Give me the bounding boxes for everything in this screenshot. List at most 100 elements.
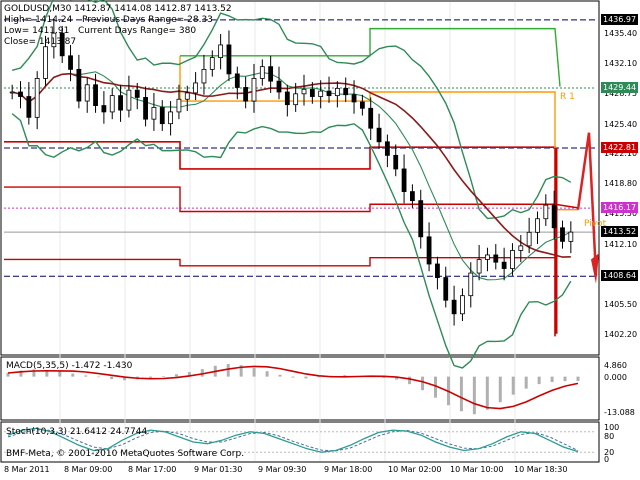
time-tick: 9 Mar 01:30: [194, 465, 243, 474]
candle-body: [376, 127, 382, 143]
candle-body: [209, 57, 215, 70]
candle-body: [59, 32, 65, 57]
price-tag: 1416.17: [601, 202, 639, 214]
price-tag: 1413.52: [601, 226, 639, 238]
candle-body: [234, 73, 240, 88]
price-tag: 1436.97: [601, 13, 639, 25]
candle-body: [460, 295, 465, 315]
time-tick: 10 Mar 18:30: [514, 465, 568, 474]
candles-layer: [9, 18, 574, 326]
candle-body: [435, 263, 440, 278]
candle-body: [443, 277, 449, 301]
stoch-label: Stoch(10,3,3) 21.6412 24.7744: [6, 427, 148, 437]
high-info: High= 1414.24: [4, 15, 73, 25]
time-tick: 10 Mar 10:00: [450, 465, 504, 474]
moving-average: [11, 72, 571, 258]
price-tag: 1408.64: [601, 270, 639, 282]
price-tick: 1412.10: [604, 239, 638, 249]
candle-body: [43, 46, 48, 79]
candle-body: [543, 204, 549, 220]
time-tick: 8 Mar 17:00: [128, 465, 177, 474]
forecast-arrow: [576, 132, 599, 284]
candle-body: [568, 231, 574, 242]
cur-range-info: Current Days Range= 380: [78, 26, 197, 36]
price-tick: 1405.50: [604, 299, 638, 309]
candle-body: [368, 107, 374, 129]
bollinger-middle: [12, 71, 572, 281]
macd-indicator: [6, 363, 580, 415]
time-tick: 9 Mar 09:30: [258, 465, 307, 474]
price-tick: 1425.40: [604, 119, 638, 129]
candle-body: [309, 88, 315, 97]
bollinger-lower: [11, 113, 572, 369]
time-tick: 9 Mar 18:00: [324, 465, 373, 474]
price-tag: 1422.81: [601, 142, 639, 154]
stoch-tick-20: 20: [604, 448, 615, 457]
symbol-info: GOLDUSD,M30 1412.87 1414.08 1412.87 1413…: [4, 4, 232, 14]
green-step: [180, 27, 561, 87]
close-info: Close= 1413.87: [4, 37, 77, 47]
candle-body: [293, 93, 299, 106]
stoch-signal-line: [7, 429, 579, 452]
candle-body: [259, 66, 265, 79]
pivot-label: Pivot: [584, 219, 607, 229]
price-tick: 1432.10: [604, 58, 638, 68]
candle-body: [143, 97, 148, 120]
time-tick: 10 Mar 02:00: [388, 465, 442, 474]
candle-body: [426, 236, 432, 265]
macd-tick-bottom: -13.088: [604, 408, 635, 417]
candle-body: [359, 101, 365, 109]
candle-body: [468, 272, 474, 297]
price-tick: 1422.10: [604, 149, 638, 159]
candle-body: [118, 95, 123, 111]
macd-tick-top: 4.860: [604, 361, 627, 370]
time-tick: 8 Mar 09:00: [64, 465, 113, 474]
candle-body: [551, 204, 557, 229]
candle-body: [393, 154, 399, 170]
candle-body: [93, 84, 98, 106]
candle-body: [493, 254, 499, 263]
candle-body: [343, 87, 349, 96]
candle-body: [68, 55, 73, 70]
candle-body: [84, 84, 90, 102]
bollinger-bands: [11, 0, 572, 369]
candle-body: [526, 231, 532, 247]
time-tick: 8 Mar 2011: [4, 465, 50, 474]
r1-label: R 1: [560, 92, 575, 102]
candle-body: [193, 82, 199, 94]
red-step-lower: [4, 256, 555, 267]
candle-body: [501, 261, 507, 269]
candle-body: [485, 254, 490, 260]
candle-body: [418, 200, 424, 238]
stoch-main-line: [7, 427, 579, 453]
bollinger-upper: [11, 0, 572, 220]
candle-body: [76, 68, 82, 102]
candle-body: [184, 92, 190, 100]
candle-body: [243, 87, 249, 102]
candle-body: [26, 96, 32, 118]
candle-body: [151, 106, 157, 120]
stoch-indicator: [4, 427, 596, 453]
candle-body: [218, 44, 224, 58]
candle-body: [334, 87, 340, 97]
price-tag: 1429.44: [601, 82, 639, 94]
forecast-path: [576, 132, 598, 276]
forecast-arrowhead: [591, 253, 599, 284]
candle-body: [476, 259, 482, 274]
candle-body: [384, 141, 390, 156]
low-info: Low= 1411.91: [4, 26, 70, 36]
candle-body: [268, 66, 274, 82]
prev-range-info: Previous Days Range= 28.33: [82, 15, 213, 25]
stoch-tick-0: 0: [604, 455, 610, 464]
candle-body: [226, 44, 232, 75]
candle-body: [126, 89, 132, 111]
candle-body: [176, 98, 182, 113]
macd-tick-zero: 0.000: [604, 373, 627, 382]
macd-label: MACD(5,35,5) -1.472 -1.430: [6, 361, 133, 371]
copyright-text: BMF-Meta, © 2001-2010 MetaQuotes Softwar…: [6, 449, 245, 459]
candle-body: [510, 250, 515, 269]
candle-body: [351, 94, 357, 103]
candle-body: [560, 227, 565, 242]
